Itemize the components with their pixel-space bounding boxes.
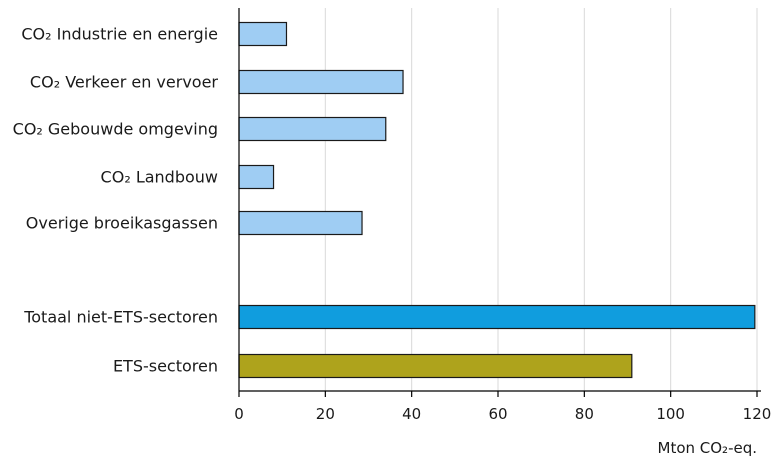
x-axis-title: Mton CO₂-eq. xyxy=(658,439,758,457)
category-labels: CO₂ Industrie en energie CO₂ Verkeer en v… xyxy=(13,25,219,376)
category-label-2: CO₂ Verkeer en vervoer xyxy=(30,73,219,92)
bar-2 xyxy=(238,69,404,95)
category-label-4: CO₂ Landbouw xyxy=(101,168,218,187)
x-tick-label-120: 120 xyxy=(743,405,771,423)
bar-5 xyxy=(238,210,363,236)
gridlines xyxy=(324,8,758,391)
category-label-3: CO₂ Gebouwde omgeving xyxy=(13,120,218,139)
bar-7 xyxy=(238,304,756,330)
bars xyxy=(238,21,756,379)
bar-4 xyxy=(238,164,275,190)
x-tick-label-60: 60 xyxy=(488,405,507,423)
category-label-8: ETS-sectoren xyxy=(113,357,218,376)
x-tick-label-100: 100 xyxy=(656,405,685,423)
category-label-1: CO₂ Industrie en energie xyxy=(21,25,218,44)
category-label-7: Totaal niet-ETS-sectoren xyxy=(23,308,218,327)
bar-3 xyxy=(238,116,387,142)
x-tick-label-20: 20 xyxy=(316,405,335,423)
x-axis: 0 20 40 60 80 100 120 xyxy=(234,8,771,423)
bar-1 xyxy=(238,21,288,47)
bar-8 xyxy=(238,353,633,379)
x-tick-label-80: 80 xyxy=(575,405,594,423)
x-tick-label-40: 40 xyxy=(402,405,421,423)
category-label-5: Overige broeikasgassen xyxy=(26,214,218,233)
x-tick-label-0: 0 xyxy=(234,405,244,423)
